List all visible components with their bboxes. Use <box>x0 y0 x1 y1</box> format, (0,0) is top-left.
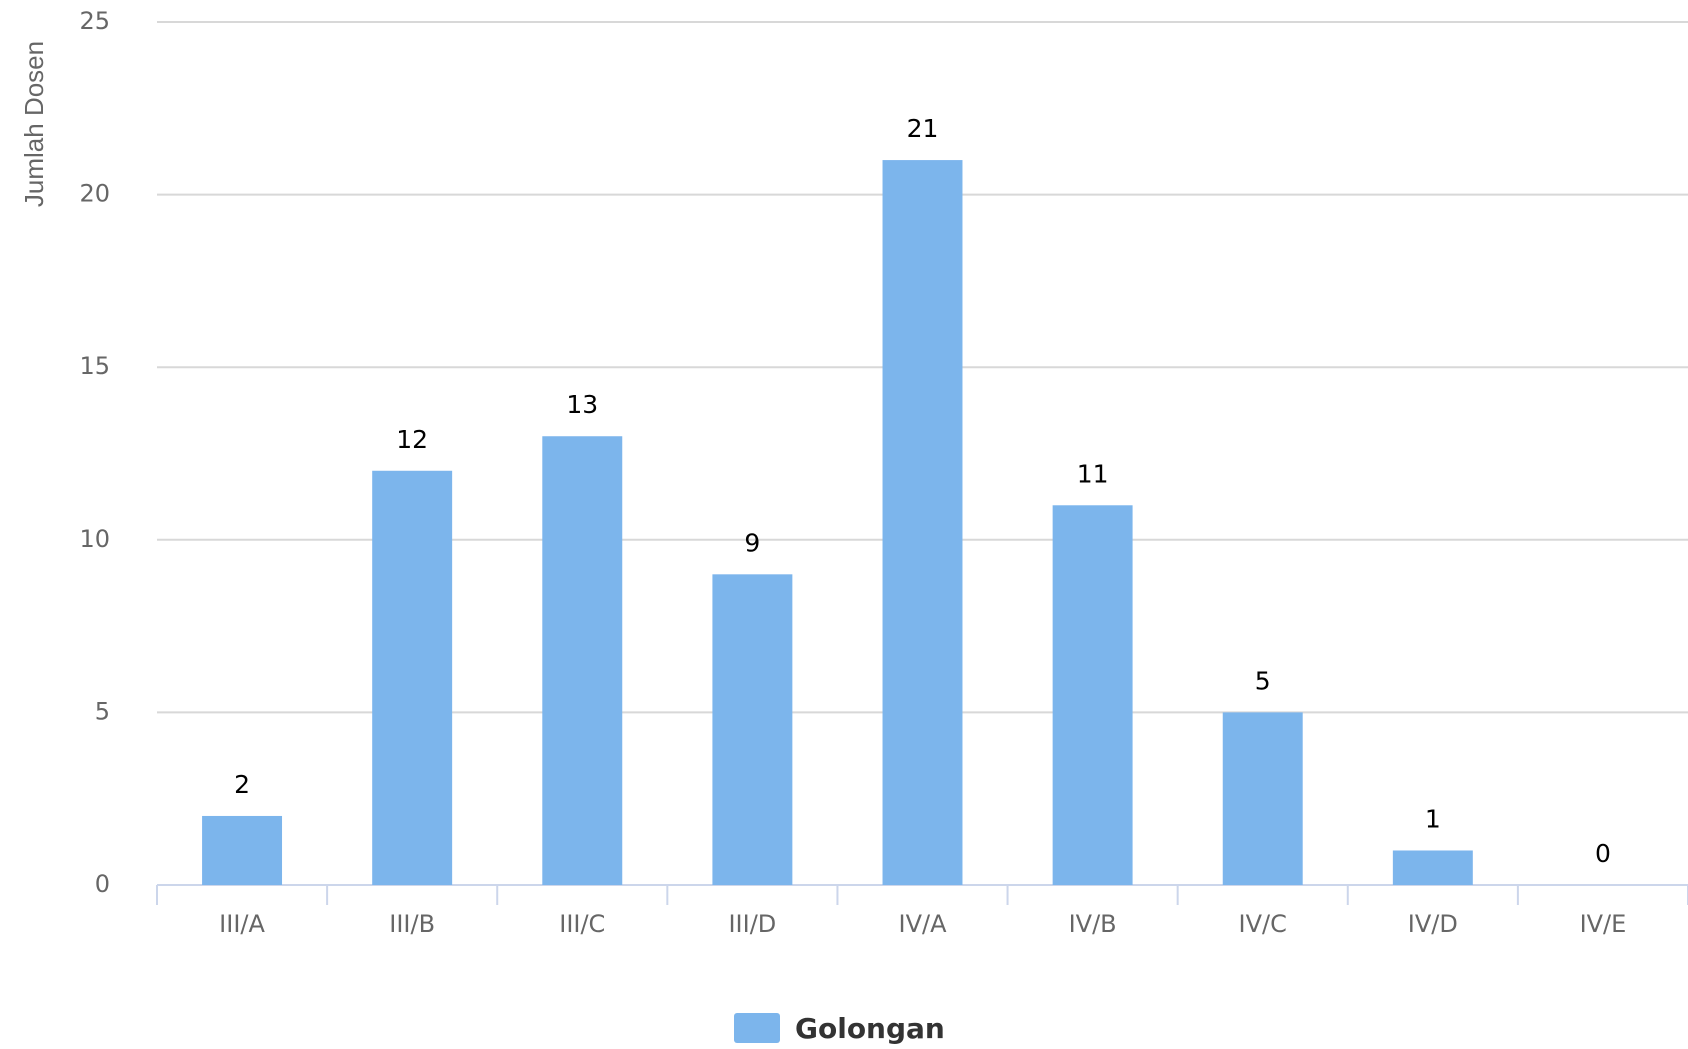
y-tick-label: 0 <box>95 870 110 898</box>
x-tick-label: III/B <box>389 910 435 938</box>
y-tick-label: 25 <box>79 7 110 35</box>
legend-label: Golongan <box>795 1012 945 1045</box>
data-label: 2 <box>234 770 250 799</box>
bar <box>1392 850 1473 885</box>
x-tick-label: IV/C <box>1239 910 1287 938</box>
x-tick-label: IV/E <box>1580 910 1627 938</box>
y-tick-label: 20 <box>79 180 110 208</box>
bar <box>542 436 623 885</box>
x-tick-label: III/D <box>728 910 776 938</box>
legend-swatch <box>734 1013 780 1043</box>
y-tick-label: 5 <box>95 697 110 725</box>
x-tick-label: III/A <box>219 910 265 938</box>
data-label: 11 <box>1077 459 1109 488</box>
y-tick-label: 15 <box>79 352 110 380</box>
x-tick-label: IV/D <box>1408 910 1458 938</box>
bar <box>1052 505 1133 885</box>
data-label: 5 <box>1255 666 1271 695</box>
y-axis-label: Jumlah Dosen <box>19 41 49 207</box>
bar <box>1222 712 1303 885</box>
x-tick-label: IV/B <box>1069 910 1117 938</box>
x-tick-label: III/C <box>559 910 605 938</box>
data-label: 13 <box>566 390 598 419</box>
bar <box>712 574 793 885</box>
data-label: 1 <box>1425 804 1441 833</box>
x-tick-label: IV/A <box>899 910 948 938</box>
data-label: 0 <box>1595 839 1611 868</box>
bar <box>202 815 283 885</box>
data-label: 21 <box>907 114 939 143</box>
bar <box>372 470 453 885</box>
data-label: 12 <box>396 425 428 454</box>
bar <box>882 160 963 885</box>
data-label: 9 <box>744 528 760 557</box>
y-tick-label: 10 <box>79 525 110 553</box>
